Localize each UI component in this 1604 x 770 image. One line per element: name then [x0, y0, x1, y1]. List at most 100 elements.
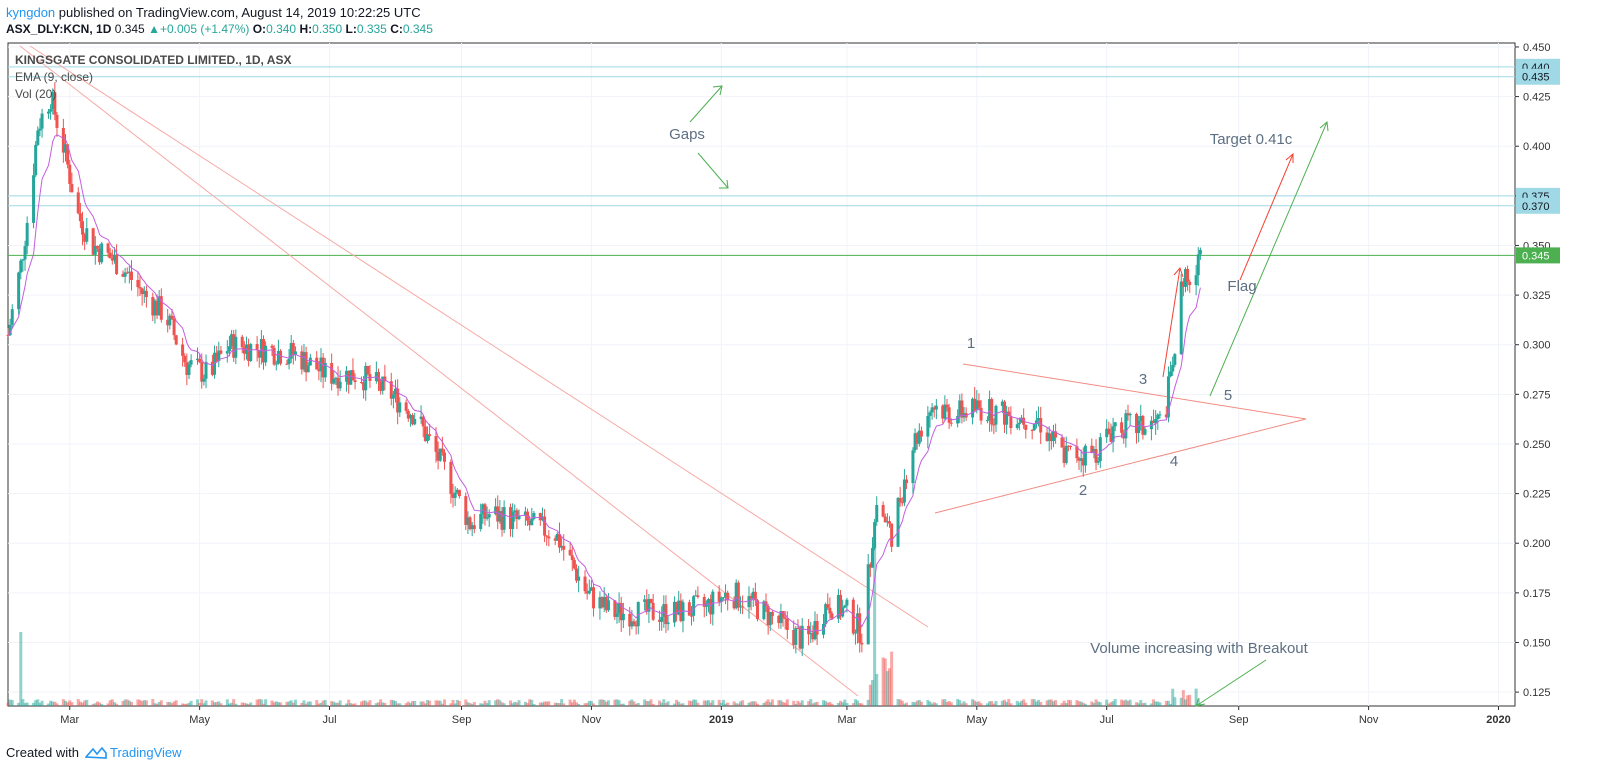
- volume-bar: [468, 703, 472, 706]
- volume-bar: [898, 699, 902, 706]
- candle-body: [36, 130, 40, 145]
- candle-body: [1141, 415, 1145, 435]
- author-link[interactable]: kyngdon: [6, 5, 56, 20]
- volume-bar: [1002, 699, 1006, 706]
- candle-body: [502, 507, 506, 530]
- candle-body: [598, 597, 602, 609]
- volume-bar: [943, 699, 947, 706]
- volume-bar: [702, 700, 706, 706]
- candle-body: [777, 615, 781, 624]
- candle-body: [1081, 458, 1085, 466]
- volume-bar: [721, 699, 725, 706]
- candle-body: [949, 422, 953, 424]
- volume-bar: [500, 702, 504, 706]
- volume-bar: [692, 699, 696, 706]
- volume-bar: [747, 702, 751, 706]
- y-tick-label: 0.400: [1523, 141, 1551, 153]
- footer: Created with TradingView: [6, 745, 182, 760]
- volume-bar: [828, 702, 832, 706]
- volume-bar: [1069, 700, 1073, 706]
- tradingview-link[interactable]: TradingView: [84, 745, 182, 760]
- volume-bar: [317, 703, 321, 706]
- candle-body: [800, 625, 804, 649]
- volume-bar: [547, 701, 551, 706]
- volume-bar: [83, 700, 87, 706]
- volume-bar: [530, 699, 534, 706]
- volume-bar: [800, 700, 804, 706]
- volume-bar: [187, 702, 191, 706]
- volume-bar: [928, 701, 932, 706]
- volume-bar: [794, 703, 798, 706]
- volume-bar: [964, 703, 968, 706]
- candle-body: [1156, 414, 1160, 420]
- volume-bar: [783, 702, 787, 706]
- candle-body: [215, 352, 219, 362]
- candle-body: [873, 522, 877, 549]
- volume-bar: [560, 699, 564, 706]
- volume-bar: [404, 703, 408, 706]
- volume-bar: [483, 700, 487, 706]
- candle-body: [930, 407, 934, 413]
- candle-body: [247, 344, 251, 361]
- candle-body: [843, 605, 847, 608]
- candle-body: [46, 111, 50, 114]
- candle-body: [681, 602, 685, 622]
- last-value: 0.345: [114, 22, 145, 36]
- candle-body: [1124, 413, 1128, 439]
- flag-pole-arrow-red-head: [1173, 267, 1184, 278]
- volume-bar: [768, 702, 772, 706]
- candle-body: [153, 300, 157, 316]
- candle-body: [606, 600, 610, 611]
- volume-bar: [255, 699, 259, 706]
- volume-bar: [711, 700, 715, 706]
- volume-bar: [807, 701, 811, 706]
- candle-body: [451, 493, 455, 498]
- candle-body: [479, 514, 483, 529]
- candle-body: [583, 576, 587, 592]
- candle-body: [8, 324, 12, 336]
- volume-bar: [434, 700, 438, 706]
- volume-bar: [796, 700, 800, 706]
- volume-bar: [106, 703, 110, 706]
- gaps-arrow-up-head: [712, 85, 723, 96]
- candle-body: [687, 602, 691, 616]
- x-tick-label: Mar: [837, 714, 856, 726]
- volume-bar: [51, 701, 55, 706]
- volume-bar: [270, 700, 274, 706]
- candle-body: [732, 600, 736, 609]
- volume-bar: [540, 702, 544, 706]
- volume-bar: [1111, 701, 1115, 706]
- volume-bar: [287, 701, 291, 706]
- volume-bar: [885, 671, 889, 706]
- candle-body: [338, 381, 342, 389]
- volume-bar: [532, 703, 536, 706]
- volume-bar: [824, 701, 828, 706]
- volume-bar: [76, 699, 80, 706]
- candle-body: [875, 504, 879, 523]
- candle-body: [985, 420, 989, 422]
- candle-body: [32, 175, 36, 223]
- volume-bar: [977, 701, 981, 706]
- volume-bar: [1037, 699, 1041, 706]
- volume-bar: [413, 700, 417, 706]
- gaps-arrow-down: [697, 152, 729, 189]
- volume-bar: [709, 702, 713, 706]
- volume-bar: [63, 700, 67, 706]
- volume-bar: [210, 700, 214, 706]
- volume-bar: [1135, 702, 1139, 706]
- candle-body: [1135, 414, 1139, 434]
- candle-body: [17, 272, 21, 310]
- volume-bar: [1007, 699, 1011, 706]
- candle-body: [19, 260, 23, 273]
- volume-bar: [293, 699, 297, 706]
- volume-bar: [464, 699, 468, 706]
- volume-bar: [949, 702, 953, 706]
- candle-body: [351, 370, 355, 381]
- volume-bar: [347, 699, 351, 706]
- volume-bar: [451, 699, 455, 706]
- candle-body: [306, 365, 310, 373]
- candle-body: [1069, 445, 1073, 447]
- x-tick-label: May: [189, 714, 210, 726]
- volume-bar: [398, 703, 402, 706]
